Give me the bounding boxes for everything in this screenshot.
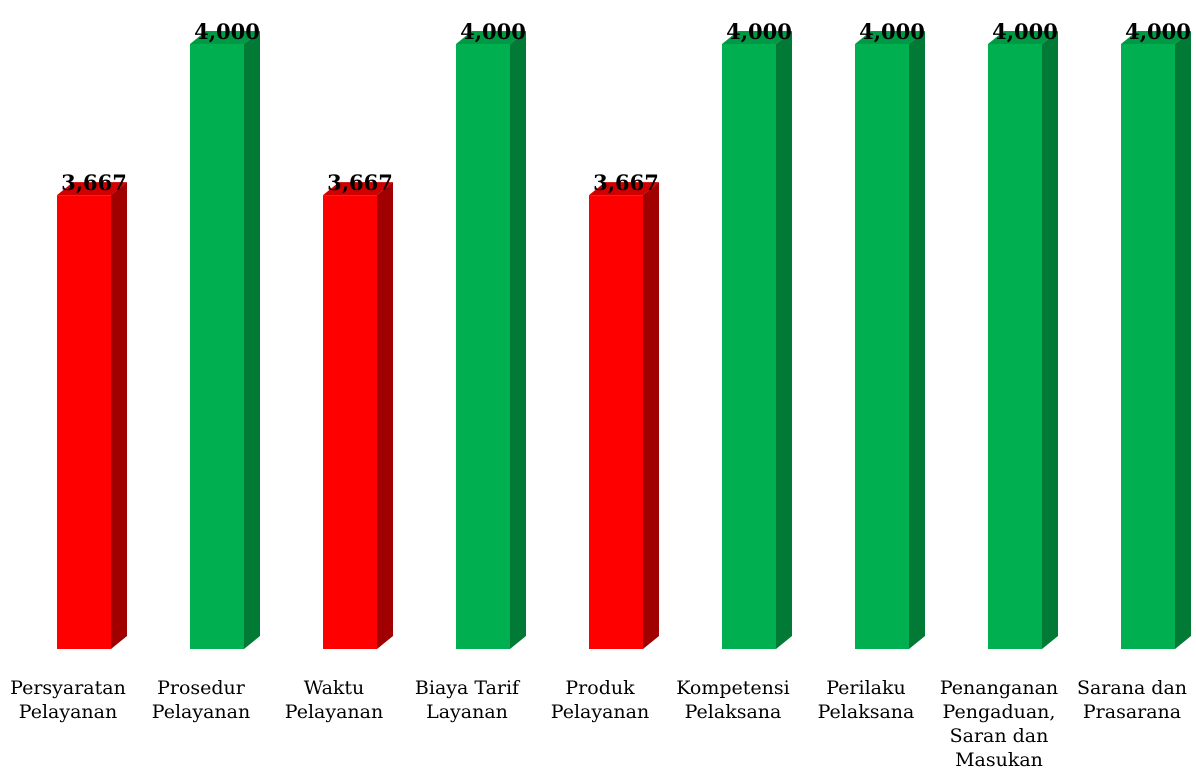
- category-label-line: Prasarana: [1083, 701, 1181, 723]
- bar-side-4: [510, 31, 526, 649]
- category-label-2: Prosedur Pelayanan: [152, 677, 250, 723]
- category-label-7: Perilaku Pelaksana: [818, 677, 915, 723]
- category-label-line: Masukan: [955, 749, 1043, 769]
- bar-top-7: [855, 31, 925, 44]
- category-label-line: Prosedur: [157, 677, 246, 699]
- bar-top-2: [190, 31, 260, 44]
- category-label-line: Pelayanan: [285, 701, 383, 723]
- category-label-1: Persyaratan Pelayanan: [10, 677, 126, 723]
- data-label-7: 4,000: [859, 19, 925, 44]
- category-label-4: Biaya Tarif Layanan: [415, 677, 521, 723]
- bar-4: [456, 44, 510, 649]
- bar-side-3: [377, 182, 393, 649]
- bar-side-8: [1042, 31, 1058, 649]
- category-label-line: Produk: [565, 677, 635, 699]
- bar-top-6: [722, 31, 792, 44]
- bar-side-9: [1175, 31, 1191, 649]
- category-label-line: Biaya Tarif: [415, 677, 521, 699]
- bar-8: [988, 44, 1042, 649]
- data-label-1: 3,667: [61, 170, 127, 195]
- category-label-line: Layanan: [426, 701, 508, 723]
- bar-7: [855, 44, 909, 649]
- category-label-line: Kompetensi: [676, 677, 790, 699]
- category-label-line: Pengaduan,: [943, 701, 1056, 723]
- category-label-5: Produk Pelayanan: [551, 677, 649, 723]
- bar-side-6: [776, 31, 792, 649]
- category-label-line: Perilaku: [826, 677, 906, 699]
- bar-side-1: [111, 182, 127, 649]
- category-label-line: Waktu: [304, 677, 365, 699]
- data-label-6: 4,000: [726, 19, 792, 44]
- bar-top-5: [589, 182, 659, 196]
- category-label-line: Pelayanan: [19, 701, 117, 723]
- category-label-line: Saran dan: [950, 725, 1049, 747]
- bar-top-1: [57, 182, 127, 196]
- bar-2: [190, 44, 244, 649]
- category-label-line: Penanganan: [940, 677, 1058, 699]
- bar-1: [57, 195, 111, 649]
- bar-top-8: [988, 31, 1058, 44]
- bar-side-7: [909, 31, 925, 649]
- category-label-line: Pelaksana: [818, 701, 915, 723]
- bar-top-9: [1121, 31, 1191, 44]
- data-label-8: 4,000: [992, 19, 1058, 44]
- bar-side-2: [244, 31, 260, 649]
- category-label-line: Pelayanan: [152, 701, 250, 723]
- data-label-5: 3,667: [593, 170, 659, 195]
- data-label-4: 4,000: [460, 19, 526, 44]
- category-label-line: Sarana dan: [1077, 677, 1187, 699]
- category-label-3: Waktu Pelayanan: [285, 677, 383, 723]
- data-label-2: 4,000: [194, 19, 260, 44]
- data-label-3: 3,667: [327, 170, 393, 195]
- bar-6: [722, 44, 776, 649]
- category-label-8: Penanganan Pengaduan, Saran dan Masukan: [940, 677, 1058, 769]
- bar-side-5: [643, 182, 659, 649]
- bar-3: [323, 195, 377, 649]
- category-label-line: Pelaksana: [685, 701, 782, 723]
- category-label-line: Persyaratan: [10, 677, 126, 699]
- data-label-9: 4,000: [1125, 19, 1191, 44]
- category-label-6: Kompetensi Pelaksana: [676, 677, 790, 723]
- bar-9: [1121, 44, 1175, 649]
- category-label-line: Pelayanan: [551, 701, 649, 723]
- bar-top-4: [456, 31, 526, 44]
- bar-5: [589, 195, 643, 649]
- bar-top-3: [323, 182, 393, 196]
- category-label-9: Sarana dan Prasarana: [1077, 677, 1187, 723]
